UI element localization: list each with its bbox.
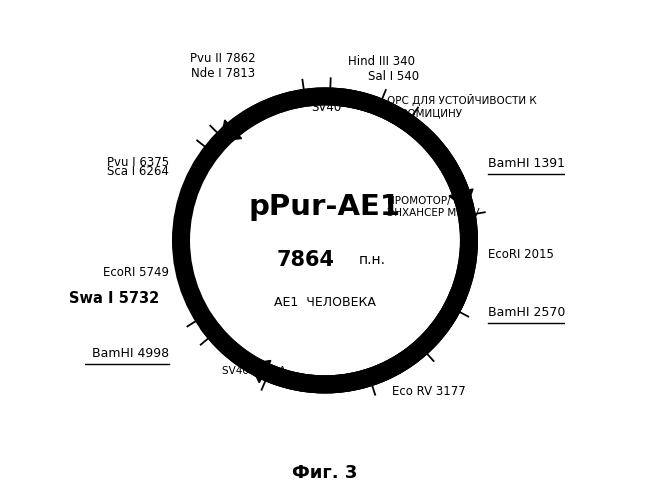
Text: BamHI 4998: BamHI 4998 bbox=[92, 346, 169, 360]
Polygon shape bbox=[220, 120, 242, 141]
Text: АЕ1  ЧЕЛОВЕКА: АЕ1 ЧЕЛОВЕКА bbox=[274, 296, 376, 310]
Text: Sal I 540: Sal I 540 bbox=[368, 70, 419, 83]
Text: Hind III 340: Hind III 340 bbox=[348, 54, 415, 68]
Text: Pvu I 6375: Pvu I 6375 bbox=[107, 156, 169, 170]
Text: 7864: 7864 bbox=[277, 250, 335, 270]
Text: ОРС ДЛЯ УСТОЙЧИВОСТИ К
ПУРОМИЦИНУ: ОРС ДЛЯ УСТОЙЧИВОСТИ К ПУРОМИЦИНУ bbox=[387, 94, 537, 118]
Text: EcoRI 5749: EcoRI 5749 bbox=[103, 266, 169, 279]
Text: BamHI 1391: BamHI 1391 bbox=[488, 157, 566, 170]
Text: pPur-AE1: pPur-AE1 bbox=[249, 193, 401, 221]
Polygon shape bbox=[449, 189, 473, 209]
Text: SV40 полиА: SV40 полиА bbox=[222, 366, 286, 376]
Text: SV40: SV40 bbox=[311, 101, 342, 114]
Text: EcoRI 2015: EcoRI 2015 bbox=[488, 248, 554, 262]
Text: Фиг. 3: Фиг. 3 bbox=[292, 464, 358, 482]
Text: Swa I 5732: Swa I 5732 bbox=[69, 291, 159, 306]
Text: ПРОМОТОР/
ЭНХАНСЕР МСМV: ПРОМОТОР/ ЭНХАНСЕР МСМV bbox=[387, 196, 480, 218]
Polygon shape bbox=[250, 360, 271, 382]
Text: BamHI 2570: BamHI 2570 bbox=[488, 306, 566, 319]
Text: Nde I 7813: Nde I 7813 bbox=[191, 66, 255, 80]
Text: Eco RV 3177: Eco RV 3177 bbox=[392, 386, 466, 398]
Text: 1: 1 bbox=[296, 94, 304, 107]
Text: п.н.: п.н. bbox=[359, 252, 385, 266]
Text: Sca I 6264: Sca I 6264 bbox=[107, 165, 169, 178]
Text: Pvu II 7862: Pvu II 7862 bbox=[190, 52, 255, 65]
